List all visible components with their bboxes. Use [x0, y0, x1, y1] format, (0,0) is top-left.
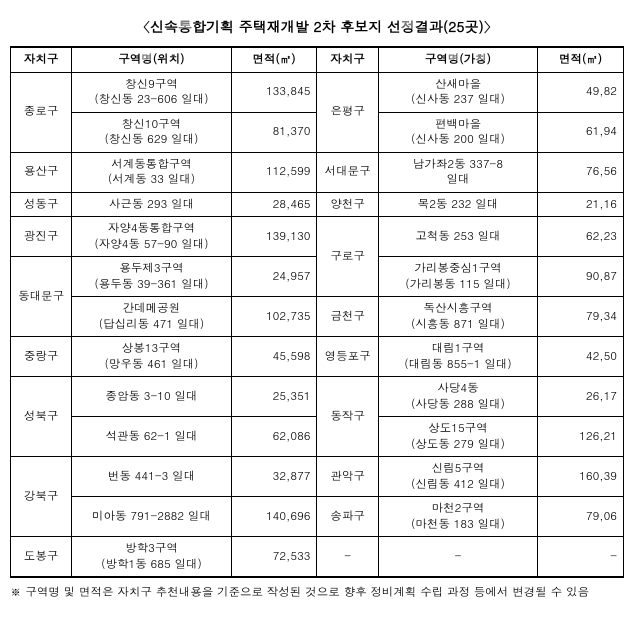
cell-area: 79,34	[538, 297, 624, 337]
table-row: 성북구종암동 3-10 일대25,351동작구사당4동(사당동 288 일대)2…	[11, 377, 624, 417]
table-row: 용산구서계동통합구역(서계동 33 일대)112,599서대문구남가좌2동 33…	[11, 152, 624, 192]
cell-zone: 목2동 232 일대	[378, 192, 537, 217]
cell-area: 61,94	[538, 112, 624, 152]
cell-gu: 양천구	[317, 192, 378, 217]
cell-area: 42,50	[538, 337, 624, 377]
table-row: 미아동 791-2882 일대140,696송파구마천2구역(마천동 183 일…	[11, 497, 624, 537]
cell-area: 102,735	[231, 297, 317, 337]
cell-zone: 사당4동(사당동 288 일대)	[378, 377, 537, 417]
cell-area: 126,21	[538, 417, 624, 457]
th-zone-left: 구역명(위치)	[72, 47, 231, 72]
cell-gu: 성동구	[11, 192, 72, 217]
cell-zone: 사근동 293 일대	[72, 192, 231, 217]
cell-zone: 마천2구역(마천동 183 일대)	[378, 497, 537, 537]
cell-zone: 미아동 791-2882 일대	[72, 497, 231, 537]
cell-zone: 자양4동통합구역(자양4동 57-90 일대)	[72, 217, 231, 257]
cell-area: 32,877	[231, 457, 317, 497]
th-area-right: 면적(㎡)	[538, 47, 624, 72]
cell-zone: 종암동 3-10 일대	[72, 377, 231, 417]
cell-area: 28,465	[231, 192, 317, 217]
table-row: 강북구번동 441-3 일대32,877관악구신림5구역(신림동 412 일대)…	[11, 457, 624, 497]
cell-gu: 은평구	[317, 72, 378, 152]
cell-zone: 방학3구역(방학1동 685 일대)	[72, 537, 231, 578]
cell-gu: 용산구	[11, 152, 72, 192]
cell-gu: 서대문구	[317, 152, 378, 192]
cell-area: -	[538, 537, 624, 578]
cell-zone: 번동 441-3 일대	[72, 457, 231, 497]
cell-gu: -	[317, 537, 378, 578]
cell-zone: -	[378, 537, 537, 578]
cell-area: 81,370	[231, 112, 317, 152]
table-row: 중랑구상봉13구역(망우동 461 일대)45,598영등포구대림1구역(대림동…	[11, 337, 624, 377]
cell-gu: 동작구	[317, 377, 378, 457]
cell-area: 79,06	[538, 497, 624, 537]
cell-zone: 서계동통합구역(서계동 33 일대)	[72, 152, 231, 192]
cell-area: 49,82	[538, 72, 624, 112]
cell-gu: 종로구	[11, 72, 72, 152]
cell-zone: 남가좌2동 337-8일대	[378, 152, 537, 192]
cell-gu: 관악구	[317, 457, 378, 497]
cell-gu: 동대문구	[11, 257, 72, 337]
th-gu-right: 자치구	[317, 47, 378, 72]
cell-zone: 상봉13구역(망우동 461 일대)	[72, 337, 231, 377]
cell-area: 24,957	[231, 257, 317, 297]
cell-gu: 도봉구	[11, 537, 72, 578]
cell-area: 62,086	[231, 417, 317, 457]
cell-zone: 창신10구역(창신동 629 일대)	[72, 112, 231, 152]
cell-zone: 간데메공원(답십리동 471 일대)	[72, 297, 231, 337]
cell-zone: 상도15구역(상도동 279 일대)	[378, 417, 537, 457]
cell-gu: 금천구	[317, 297, 378, 337]
cell-zone: 산새마을(신사동 237 일대)	[378, 72, 537, 112]
cell-gu: 송파구	[317, 497, 378, 537]
cell-gu: 성북구	[11, 377, 72, 457]
cell-zone: 가리봉중심1구역(가리봉동 115 일대)	[378, 257, 537, 297]
cell-area: 140,696	[231, 497, 317, 537]
cell-gu: 구로구	[317, 217, 378, 297]
cell-zone: 신림5구역(신림동 412 일대)	[378, 457, 537, 497]
cell-area: 26,17	[538, 377, 624, 417]
table-header-row: 자치구 구역명(위치) 면적(㎡) 자치구 구역명(가칭) 면적(㎡)	[11, 47, 624, 72]
table-body: 종로구창신9구역(창신동 23-606 일대)133,845은평구산새마을(신사…	[11, 72, 624, 577]
cell-area: 90,87	[538, 257, 624, 297]
cell-area: 139,130	[231, 217, 317, 257]
cell-area: 160,39	[538, 457, 624, 497]
cell-zone: 편백마을(신사동 200 일대)	[378, 112, 537, 152]
cell-gu: 광진구	[11, 217, 72, 257]
table-row: 성동구사근동 293 일대28,465양천구목2동 232 일대21,16	[11, 192, 624, 217]
cell-zone: 석관동 62-1 일대	[72, 417, 231, 457]
th-gu-left: 자치구	[11, 47, 72, 72]
cell-gu: 강북구	[11, 457, 72, 537]
cell-zone: 독산시흥구역(시흥동 871 일대)	[378, 297, 537, 337]
th-zone-right: 구역명(가칭)	[378, 47, 537, 72]
cell-area: 76,56	[538, 152, 624, 192]
cell-zone: 고척동 253 일대	[378, 217, 537, 257]
table-row: 도봉구방학3구역(방학1동 685 일대)72,533---	[11, 537, 624, 578]
cell-area: 25,351	[231, 377, 317, 417]
cell-area: 72,533	[231, 537, 317, 578]
table-title: 〈신속통합기획 주택재개발 2차 후보지 선정결과(25곳)〉	[10, 16, 624, 36]
cell-zone: 대림1구역(대림동 855-1 일대)	[378, 337, 537, 377]
cell-zone: 용두제3구역(용두동 39-361 일대)	[72, 257, 231, 297]
table-row: 종로구창신9구역(창신동 23-606 일대)133,845은평구산새마을(신사…	[11, 72, 624, 112]
cell-zone: 창신9구역(창신동 23-606 일대)	[72, 72, 231, 112]
cell-gu: 영등포구	[317, 337, 378, 377]
cell-area: 133,845	[231, 72, 317, 112]
cell-area: 62,23	[538, 217, 624, 257]
cell-area: 21,16	[538, 192, 624, 217]
table-row: 광진구자양4동통합구역(자양4동 57-90 일대)139,130구로구고척동 …	[11, 217, 624, 257]
cell-area: 45,598	[231, 337, 317, 377]
cell-gu: 중랑구	[11, 337, 72, 377]
footnote: ※ 구역명 및 면적은 자치구 추천내용을 기준으로 작성된 것으로 향후 정비…	[10, 584, 624, 601]
th-area-left: 면적(㎡)	[231, 47, 317, 72]
table-row: 간데메공원(답십리동 471 일대)102,735금천구독산시흥구역(시흥동 8…	[11, 297, 624, 337]
results-table: 자치구 구역명(위치) 면적(㎡) 자치구 구역명(가칭) 면적(㎡) 종로구창…	[10, 46, 624, 578]
cell-area: 112,599	[231, 152, 317, 192]
